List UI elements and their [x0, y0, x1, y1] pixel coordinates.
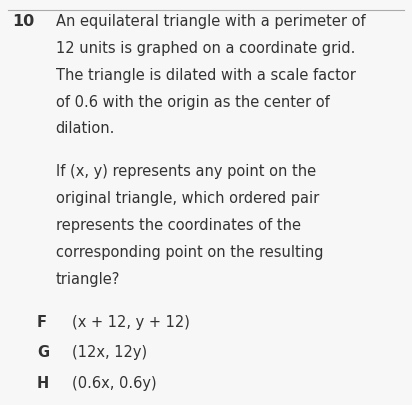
Text: 10: 10 — [12, 14, 35, 29]
Text: (x + 12, y + 12): (x + 12, y + 12) — [72, 314, 190, 329]
Text: (12x, 12y): (12x, 12y) — [72, 344, 147, 359]
Text: dilation.: dilation. — [56, 121, 115, 136]
Text: An equilateral triangle with a perimeter of: An equilateral triangle with a perimeter… — [56, 14, 365, 29]
Text: If (x, y) represents any point on the: If (x, y) represents any point on the — [56, 164, 316, 179]
Text: represents the coordinates of the: represents the coordinates of the — [56, 217, 301, 232]
Text: F: F — [37, 314, 47, 329]
Text: original triangle, which ordered pair: original triangle, which ordered pair — [56, 191, 319, 206]
Text: G: G — [37, 344, 49, 359]
Text: corresponding point on the resulting: corresponding point on the resulting — [56, 244, 323, 259]
Text: (0.6x, 0.6y): (0.6x, 0.6y) — [72, 375, 157, 390]
Text: triangle?: triangle? — [56, 271, 120, 286]
Text: 12 units is graphed on a coordinate grid.: 12 units is graphed on a coordinate grid… — [56, 41, 355, 56]
Text: of 0.6 with the origin as the center of: of 0.6 with the origin as the center of — [56, 94, 329, 109]
Text: H: H — [37, 375, 49, 390]
Text: The triangle is dilated with a scale factor: The triangle is dilated with a scale fac… — [56, 68, 356, 83]
